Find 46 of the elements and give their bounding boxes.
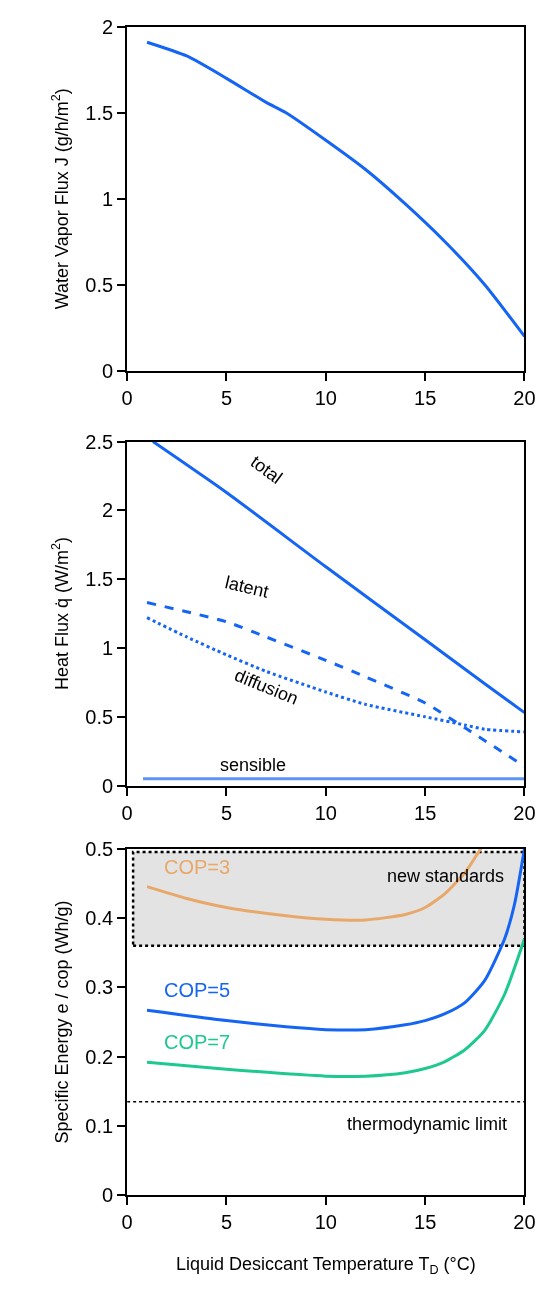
y-tick-label: 0.2 [85, 1045, 114, 1068]
y-tick-label: 0.3 [85, 976, 114, 999]
line-series [145, 937, 525, 1078]
text: latent [223, 572, 271, 602]
band-label: new standards [387, 866, 505, 886]
text: total [246, 451, 287, 488]
x-tick-label: 20 [513, 1211, 536, 1234]
line-series [145, 40, 525, 338]
y-tick-label: 0 [102, 774, 114, 797]
x-tick-label: 20 [513, 386, 536, 409]
line-series [145, 848, 525, 1032]
x-tick-label: 5 [220, 386, 233, 409]
x-tick-label: 15 [414, 801, 437, 824]
series-label: COP=5 [164, 979, 231, 1001]
y-tick-label: 1.5 [85, 568, 114, 591]
y-tick-label: 0.1 [85, 1115, 114, 1138]
y-tick-label: 2.5 [85, 430, 114, 453]
y-tick-label: 2 [102, 499, 114, 522]
x-tick-label: 5 [220, 801, 233, 824]
series-label: COP=3 [164, 856, 231, 878]
y-tick-label: 1.5 [85, 101, 114, 124]
x-tick-label: 0 [121, 386, 133, 409]
y-axis-title: Specific Energy e / cop (Wh/g) [52, 900, 73, 1144]
y-tick-label: 1 [102, 636, 114, 659]
x-tick-label: 10 [314, 386, 337, 409]
y-tick-label: 1 [102, 187, 114, 210]
x-tick-label: 10 [314, 801, 337, 824]
x-tick-label: 20 [513, 801, 536, 824]
ref-line-label: thermodynamic limit [347, 1114, 508, 1134]
y-tick-label: 0 [102, 359, 114, 382]
x-tick-label: 0 [121, 1211, 133, 1234]
y-tick-label: 0.5 [85, 705, 114, 728]
x-tick-label: 15 [414, 1211, 437, 1234]
line-series [151, 441, 525, 715]
y-tick-label: 0 [102, 1184, 114, 1207]
x-tick-label: 0 [121, 801, 133, 824]
x-axis-title: Liquid Desiccant Temperature T$_{D}$ (°C) [175, 1254, 476, 1277]
series-label: sensible [220, 755, 287, 775]
x-tick-label: 5 [220, 1211, 233, 1234]
y-tick-label: 0.5 [85, 837, 114, 860]
x-tick-label: 10 [314, 1211, 337, 1234]
x-tick-label: 15 [414, 386, 437, 409]
y-tick-label: 0.5 [85, 273, 114, 296]
y-tick-label: 0.4 [85, 906, 114, 929]
series-label: COP=7 [164, 1031, 231, 1053]
y-tick-label: 2 [102, 15, 114, 38]
